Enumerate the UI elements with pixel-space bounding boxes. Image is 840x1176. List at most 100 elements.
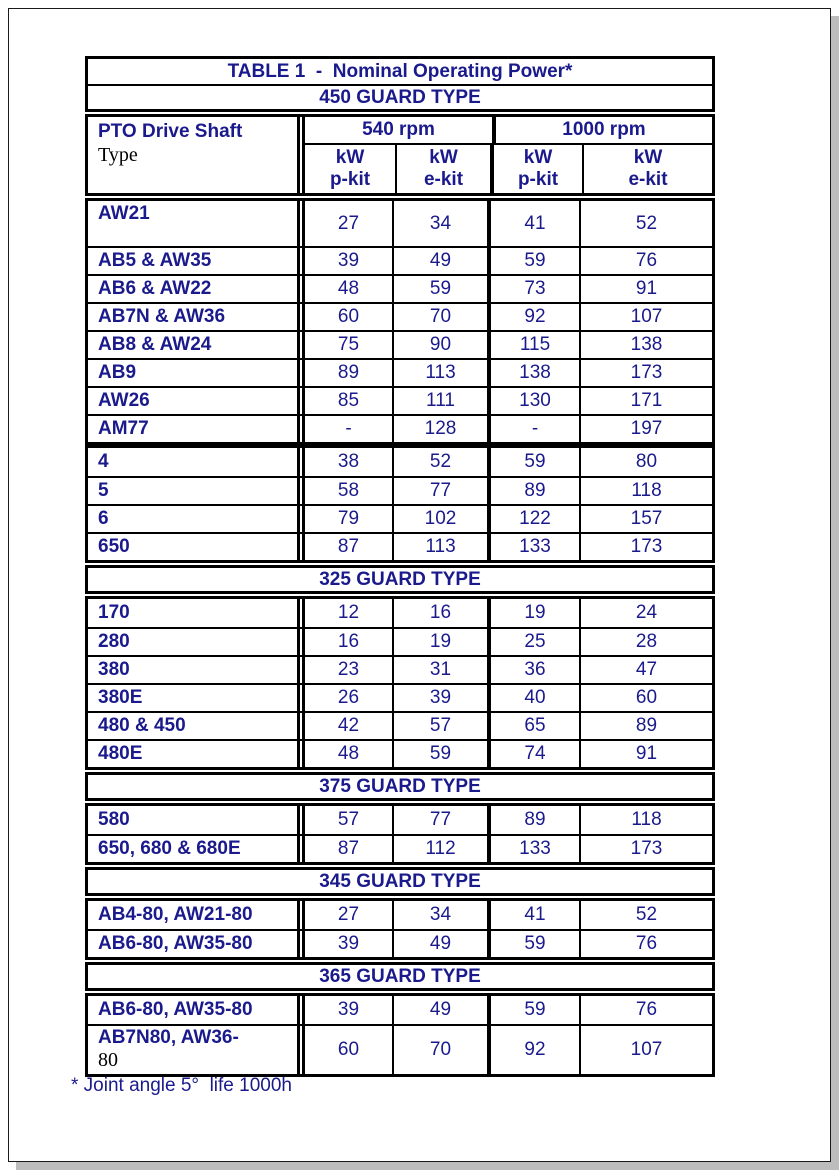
value-540-pkit: 60 xyxy=(302,1026,392,1074)
value-1000-ekit: 91 xyxy=(579,741,712,767)
unit-label: kW xyxy=(335,147,365,168)
value-1000-pkit: 59 xyxy=(487,931,579,957)
shaft-type-label: AB5 & AW35 xyxy=(98,250,212,271)
shaft-type-cell: 380E xyxy=(88,685,300,711)
table-row: 650 87 113 133 173 xyxy=(88,532,712,560)
value-540-ekit: 77 xyxy=(392,806,487,834)
value-1000-ekit: 60 xyxy=(579,685,712,711)
shaft-type-cell: AB9 xyxy=(88,360,300,386)
nominal-operating-power-table: TABLE 1 - Nominal Operating Power* 450 G… xyxy=(85,56,715,1077)
table-row: AW26 85 111 130 171 xyxy=(88,386,712,414)
value-540-pkit: 38 xyxy=(302,448,392,476)
shaft-type-label: 380 xyxy=(98,659,130,680)
value-1000-pkit: 19 xyxy=(487,599,579,627)
table-row: 380 23 31 36 47 xyxy=(88,655,712,683)
value-1000-pkit: 122 xyxy=(487,506,579,532)
value-540-ekit: 49 xyxy=(392,248,487,274)
value-1000-ekit: 91 xyxy=(579,276,712,302)
value-540-pkit: 27 xyxy=(302,901,392,929)
subheader-540-pkit: kW p-kit xyxy=(305,145,395,193)
kit-label: p-kit xyxy=(329,169,371,190)
value-1000-pkit: 41 xyxy=(487,901,579,929)
value-540-pkit: 60 xyxy=(302,304,392,330)
data-block-365-1: AB6-80, AW35-80 39 49 59 76 AB7N80, AW36- 80 60… xyxy=(85,993,715,1077)
shaft-type-label: AW21 xyxy=(98,203,150,224)
value-540-ekit: 16 xyxy=(392,599,487,627)
shaft-type-label: AB7N80, AW36- xyxy=(98,1027,239,1048)
value-540-pkit: 57 xyxy=(302,806,392,834)
value-1000-ekit: 76 xyxy=(579,248,712,274)
value-540-ekit: 31 xyxy=(392,657,487,683)
value-540-ekit: 52 xyxy=(392,448,487,476)
value-1000-ekit: 157 xyxy=(579,506,712,532)
value-540-pkit: 39 xyxy=(302,931,392,957)
value-540-ekit: 59 xyxy=(392,276,487,302)
value-540-ekit: 34 xyxy=(392,901,487,929)
document-page: TABLE 1 - Nominal Operating Power* 450 G… xyxy=(8,8,831,1162)
value-540-pkit: 26 xyxy=(302,685,392,711)
table-row: AW21 27 34 41 52 xyxy=(88,201,712,246)
value-540-ekit: 49 xyxy=(392,996,487,1024)
guard-type-block-345: 345 GUARD TYPE xyxy=(85,867,715,896)
kit-subheader-row: kW p-kit kW e-kit kW p-kit kW xyxy=(305,143,712,193)
shaft-type-cell: 4 xyxy=(88,448,300,476)
value-1000-pkit: 59 xyxy=(487,996,579,1024)
data-block-345-1: AB4-80, AW21-80 27 34 41 52 AB6-80, AW35-80 39… xyxy=(85,898,715,960)
table-row: 6 79 102 122 157 xyxy=(88,504,712,532)
shaft-type-cell: AB4-80, AW21-80 xyxy=(88,901,300,929)
shaft-type-label: AB4-80, AW21-80 xyxy=(98,904,253,925)
shaft-type-label: AB6-80, AW35-80 xyxy=(98,933,253,954)
table-row: 4 38 52 59 80 xyxy=(88,448,712,476)
kit-label: e-kit xyxy=(628,169,668,190)
speed-group-540rpm: 540 rpm xyxy=(362,119,435,140)
table-row: 280 16 19 25 28 xyxy=(88,627,712,655)
value-1000-ekit: 76 xyxy=(579,996,712,1024)
table-row: AB5 & AW35 39 49 59 76 xyxy=(88,246,712,274)
value-1000-pkit: 92 xyxy=(487,1026,579,1074)
value-540-ekit: 49 xyxy=(392,931,487,957)
value-1000-pkit: 89 xyxy=(487,806,579,834)
value-540-pkit: 39 xyxy=(302,248,392,274)
table-row: 480 & 450 42 57 65 89 xyxy=(88,711,712,739)
value-540-ekit: 57 xyxy=(392,713,487,739)
shaft-type-column-header: PTO Drive Shaft Type xyxy=(88,117,300,193)
value-1000-ekit: 52 xyxy=(579,201,712,246)
shaft-type-label: AB8 & AW24 xyxy=(98,334,212,355)
value-1000-ekit: 173 xyxy=(579,534,712,560)
shaft-type-cell: 280 xyxy=(88,629,300,655)
table-row: AB4-80, AW21-80 27 34 41 52 xyxy=(88,901,712,929)
speed-columns-header: 540 rpm 1000 rpm kW p-kit kW e-kit xyxy=(302,117,712,193)
unit-label: kW xyxy=(429,147,458,168)
value-540-ekit: 113 xyxy=(392,534,487,560)
table-row: AB6 & AW22 48 59 73 91 xyxy=(88,274,712,302)
shaft-type-header-line1: PTO Drive Shaft xyxy=(98,121,243,142)
value-1000-pkit: 36 xyxy=(487,657,579,683)
value-1000-ekit: 197 xyxy=(579,416,712,442)
value-540-ekit: 39 xyxy=(392,685,487,711)
shaft-type-label: AW26 xyxy=(98,390,150,411)
kit-label: e-kit xyxy=(423,169,464,190)
table-title: TABLE 1 - Nominal Operating Power* xyxy=(227,60,573,82)
shaft-type-label: 580 xyxy=(98,809,130,830)
guard-type-header-450: 450 GUARD TYPE xyxy=(319,86,481,108)
shaft-type-cell: 650 xyxy=(88,534,300,560)
value-1000-ekit: 107 xyxy=(579,304,712,330)
shaft-type-cell: 580 xyxy=(88,806,300,834)
subheader-540-ekit: kW e-kit xyxy=(395,145,490,193)
shaft-type-cell: AB7N80, AW36- 80 xyxy=(88,1026,300,1074)
shaft-type-label: 4 xyxy=(98,451,109,472)
value-1000-pkit: 74 xyxy=(487,741,579,767)
value-540-pkit: 27 xyxy=(302,201,392,246)
value-1000-ekit: 171 xyxy=(579,388,712,414)
value-1000-ekit: 173 xyxy=(579,360,712,386)
guard-type-block-325: 325 GUARD TYPE xyxy=(85,565,715,594)
table-row: AM77-128-197 xyxy=(88,414,712,442)
guard-type-row-345: 345 GUARD TYPE xyxy=(88,870,712,893)
shaft-type-cell: AB8 & AW24 xyxy=(88,332,300,358)
value-1000-pkit: 40 xyxy=(487,685,579,711)
value-540-pkit: 75 xyxy=(302,332,392,358)
shaft-type-cell: AB6-80, AW35-80 xyxy=(88,931,300,957)
value-540-ekit: 113 xyxy=(392,360,487,386)
value-1000-ekit: 138 xyxy=(579,332,712,358)
shaft-type-label: AB7N & AW36 xyxy=(98,306,226,327)
